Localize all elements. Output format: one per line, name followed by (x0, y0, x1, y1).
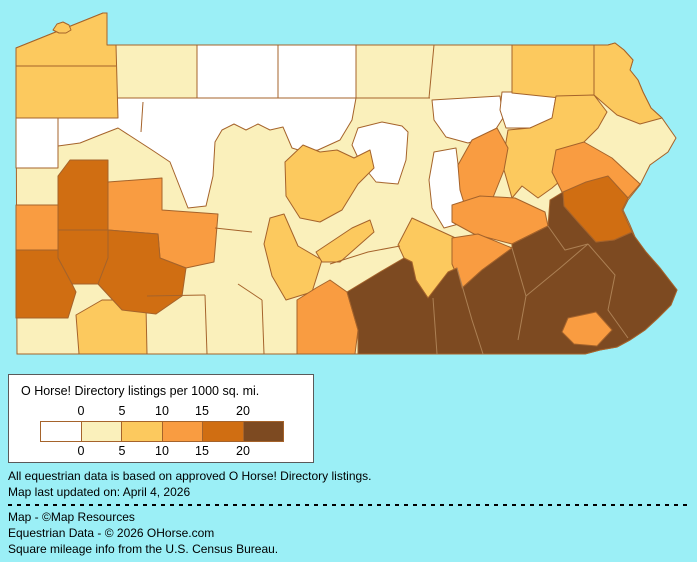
county-border-line (146, 294, 206, 297)
county-border-line (261, 299, 265, 355)
county-border-line (329, 245, 401, 265)
note-data-source: All equestrian data is based on approved… (8, 469, 372, 483)
legend-color-swatch (203, 422, 244, 441)
legend-color-swatch (81, 422, 122, 441)
county-shape (57, 159, 109, 231)
legend-tick-label: 15 (195, 404, 209, 418)
legend-tick-label: 15 (195, 444, 209, 458)
county-border-line (428, 44, 435, 99)
county-border-line (204, 294, 208, 355)
legend-tick-label: 5 (118, 404, 126, 418)
county-border-line (432, 297, 438, 355)
county-shape (97, 229, 187, 315)
credit-map: Map - ©Map Resources (8, 510, 135, 524)
county-shape (284, 144, 375, 223)
map-canvas (15, 12, 678, 355)
legend-tick-row-bottom: 0 5 10 15 20 (9, 444, 313, 458)
county-border-line (214, 227, 253, 233)
legend-color-swatch (122, 422, 163, 441)
county-border-line (587, 243, 629, 339)
legend-tick-label: 0 (77, 404, 85, 418)
legend-tick-label: 10 (155, 404, 169, 418)
county-border-line (547, 225, 589, 251)
credit-equestrian-data: Equestrian Data - © 2026 OHorse.com (8, 526, 215, 540)
legend-tick-label: 5 (118, 444, 126, 458)
legend-tick-label: 10 (155, 444, 169, 458)
legend-color-swatch (162, 422, 203, 441)
county-shape (593, 42, 663, 125)
county-border-line (140, 101, 144, 133)
county-shape (562, 175, 633, 243)
legend-color-ramp (40, 421, 284, 442)
county-shape (15, 117, 59, 169)
legend-tick-label: 0 (77, 444, 85, 458)
county-shape (315, 219, 375, 263)
county-shape (15, 204, 59, 251)
county-border-line (456, 267, 484, 355)
legend-tick-label: 20 (236, 404, 250, 418)
legend-box: O Horse! Directory listings per 1000 sq.… (8, 374, 314, 463)
legend-tick-row-top: 0 5 10 15 20 (9, 404, 313, 418)
county-border-line (525, 243, 589, 297)
county-shape (511, 44, 595, 99)
county-shape (52, 21, 72, 34)
legend-title: O Horse! Directory listings per 1000 sq.… (21, 384, 260, 398)
legend-tick-label: 20 (236, 444, 250, 458)
county-border-line (237, 283, 263, 301)
dashed-divider-line (8, 504, 692, 506)
note-last-updated: Map last updated on: April 4, 2026 (8, 485, 191, 499)
legend-color-swatch (243, 422, 283, 441)
county-shape (561, 311, 613, 347)
credit-square-mileage: Square mileage info from the U.S. Census… (8, 542, 279, 556)
county-shape (15, 249, 77, 319)
legend-color-swatch (41, 422, 82, 441)
